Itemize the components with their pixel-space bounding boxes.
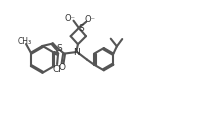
Text: N: N — [73, 48, 80, 57]
Text: O⁻: O⁻ — [65, 14, 76, 23]
Text: S: S — [56, 44, 62, 53]
Text: CH₃: CH₃ — [18, 37, 32, 46]
Text: S: S — [79, 24, 84, 33]
Text: Cl: Cl — [52, 64, 61, 73]
Text: O⁻: O⁻ — [85, 15, 96, 24]
Text: O: O — [59, 63, 66, 71]
